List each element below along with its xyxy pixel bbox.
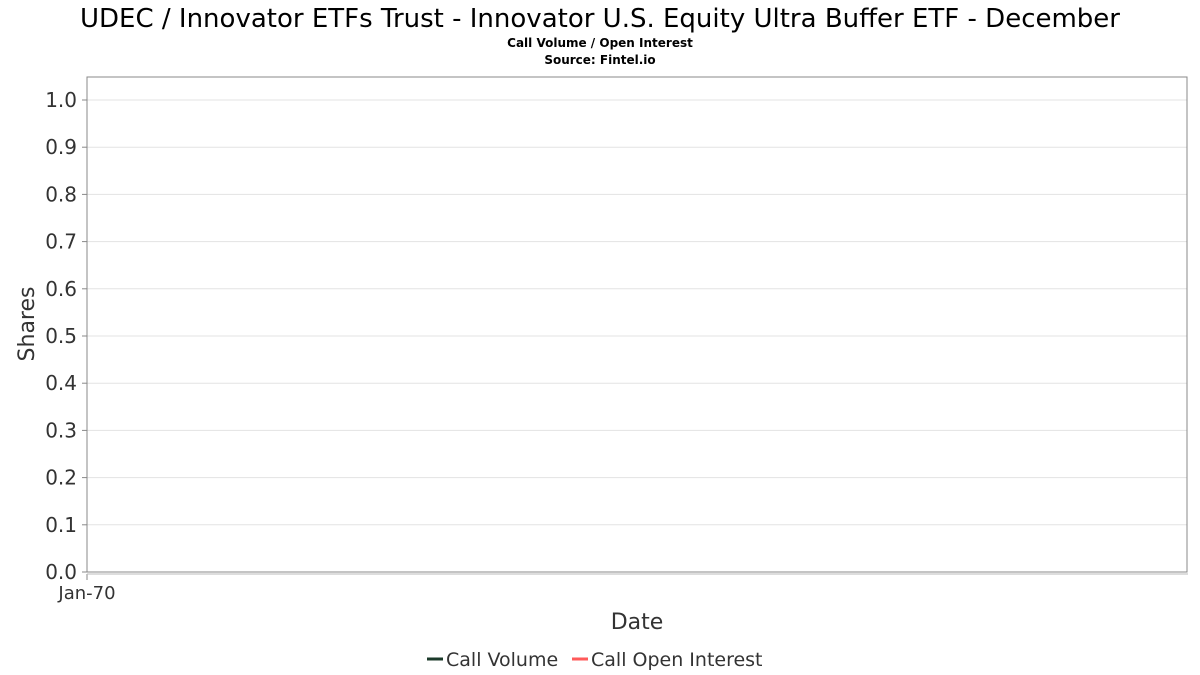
y-tick-label: 1.0 xyxy=(45,88,77,112)
chart-subtitle-line-1: Call Volume / Open Interest xyxy=(507,36,693,50)
y-tick-label: 0.1 xyxy=(45,513,77,537)
chart-title: UDEC / Innovator ETFs Trust - Innovator … xyxy=(80,4,1120,34)
y-tick-label: 0.4 xyxy=(45,371,77,395)
legend: Call Volume Call Open Interest xyxy=(427,649,763,671)
gridlines xyxy=(87,99,1187,573)
y-tick-label: 0.6 xyxy=(45,277,77,301)
legend-item: Call Open Interest xyxy=(572,649,763,671)
legend-label: Call Volume xyxy=(446,649,558,671)
legend-item: Call Volume xyxy=(427,649,558,671)
x-axis: Jan-70 xyxy=(57,574,116,604)
legend-label: Call Open Interest xyxy=(591,649,763,671)
y-tick-label: 0.8 xyxy=(45,182,77,206)
y-axis: 0.0 0.1 0.2 0.3 0.4 0.5 0.6 0.7 0.8 0.9 1.0 xyxy=(45,88,87,584)
y-tick-label: 0.3 xyxy=(45,418,77,442)
y-axis-title: Shares xyxy=(15,287,40,362)
chart-subtitle-line-2: Source: Fintel.io xyxy=(544,53,655,67)
y-tick-label: 0.5 xyxy=(45,324,77,348)
plot-area xyxy=(86,76,1188,573)
x-axis-title: Date xyxy=(611,610,664,635)
y-tick-label: 0.2 xyxy=(45,466,77,490)
y-tick-label: 0.7 xyxy=(45,230,77,254)
x-tick-label: Jan-70 xyxy=(57,583,115,604)
y-tick-label: 0.9 xyxy=(45,135,77,159)
y-tick-label: 0.0 xyxy=(45,560,77,584)
